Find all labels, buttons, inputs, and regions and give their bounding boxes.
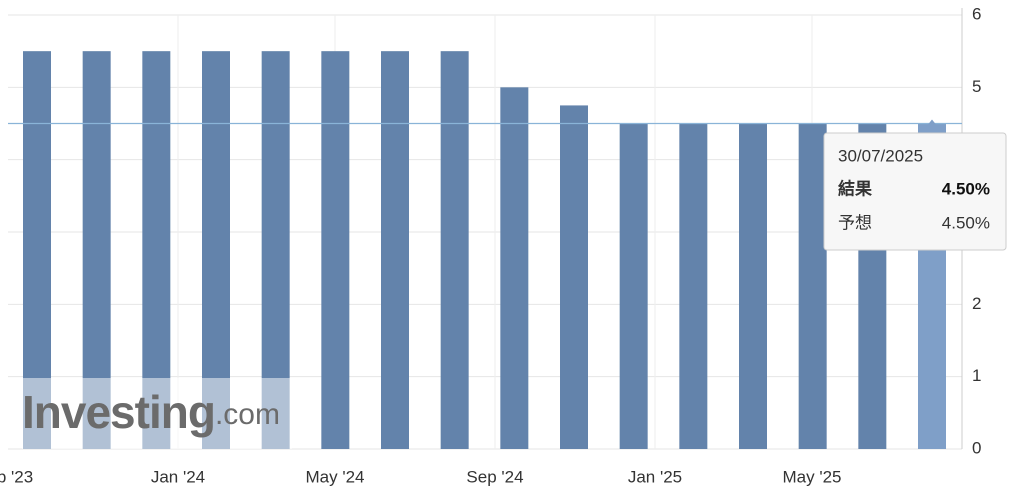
marker — [924, 119, 940, 130]
y-tick-label: 0 — [972, 438, 981, 457]
bar — [500, 87, 529, 449]
y-tick-label: 5 — [972, 77, 981, 96]
bar — [619, 123, 648, 449]
bar — [321, 51, 350, 450]
tooltip: 30/07/2025 結果 4.50% 予想 4.50% — [823, 132, 1007, 251]
tooltip-forecast: 4.50% — [942, 213, 990, 232]
watermark-main: Investing — [22, 386, 215, 438]
bars — [23, 51, 946, 450]
x-tick-label: May '24 — [306, 467, 365, 486]
watermark-bg — [22, 378, 292, 449]
bar — [440, 51, 469, 450]
watermark: Investing.com — [22, 386, 280, 438]
x-tick-label: Jan '25 — [628, 467, 682, 486]
tooltip-box — [823, 132, 1007, 251]
bar — [739, 123, 767, 449]
tooltip-date: 30/07/2025 — [838, 146, 923, 165]
y-tick-label: 1 — [972, 366, 981, 385]
tooltip-actual-label: 結果 — [838, 178, 872, 198]
x-tick-label: Jan '24 — [151, 467, 205, 486]
overlay: Investing.com — [8, 119, 962, 449]
bar — [381, 51, 409, 450]
y-tick-label: 2 — [972, 294, 981, 313]
y-tick-label: 6 — [972, 4, 981, 23]
bar — [679, 123, 708, 449]
tooltip-forecast-label: 予想 — [838, 213, 872, 232]
watermark-suffix: .com — [215, 398, 280, 431]
bar — [798, 123, 827, 449]
x-tick-label: p '23 — [0, 467, 33, 486]
x-tick-label: Sep '24 — [466, 467, 523, 486]
bar — [560, 105, 588, 450]
x-tick-label: May '25 — [783, 467, 842, 486]
tooltip-actual: 4.50% — [942, 179, 990, 198]
